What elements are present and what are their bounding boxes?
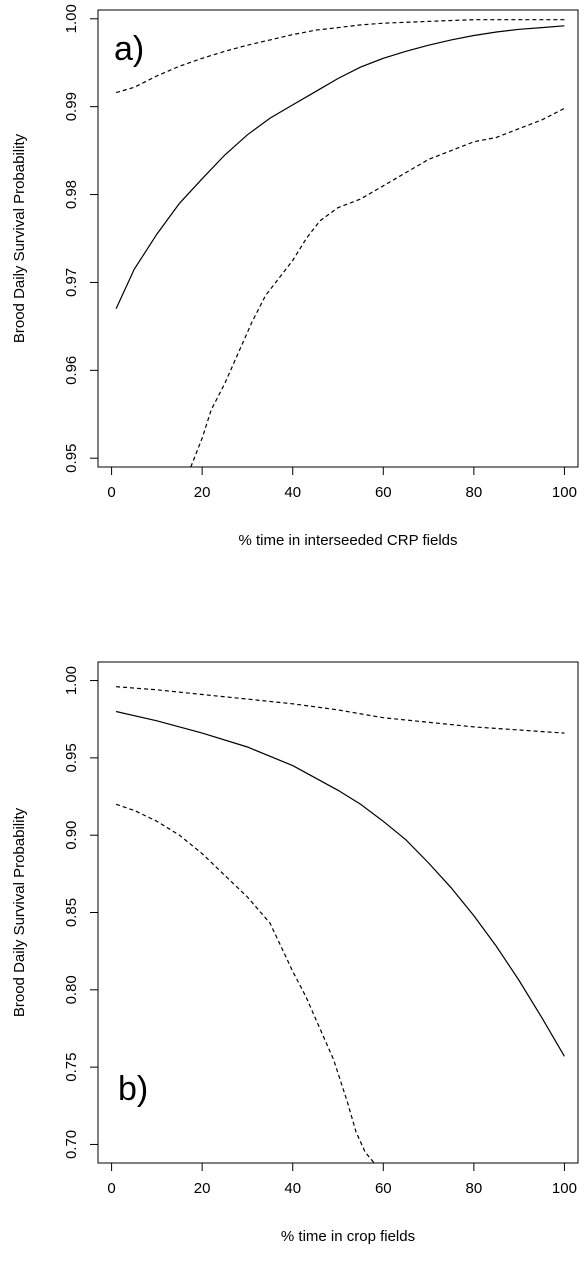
lower-confidence-line <box>115 803 375 1163</box>
panel-label: b) <box>118 1070 148 1108</box>
upper-confidence-line <box>115 19 565 94</box>
chart-panel-2: 0 20 40 60 80 100 0.70 0.75 0.80 0.85 0.90 0.95 1.00… <box>11 661 579 1245</box>
y-tick-label: 0.95 <box>63 444 80 473</box>
y-tick-label: 1.00 <box>63 4 80 33</box>
x-tick-label: 80 <box>466 484 483 501</box>
x-tick-label: 40 <box>284 484 301 501</box>
x-tick-label: 0 <box>107 1180 115 1197</box>
x-tick-label: 60 <box>375 484 392 501</box>
y-tick-label: 0.85 <box>63 898 80 927</box>
x-axis-title: % time in crop fields <box>281 1228 415 1245</box>
y-axis-title: Brood Daily Survival Probability <box>11 807 28 1017</box>
x-tick-label: 60 <box>375 1180 392 1197</box>
y-tick-label: 0.95 <box>63 743 80 772</box>
estimate-line <box>115 25 565 310</box>
y-tick-label: 0.99 <box>63 92 80 121</box>
y-tick-label: 0.98 <box>63 180 80 209</box>
y-tick-label: 0.97 <box>63 268 80 297</box>
x-tick-label: 20 <box>194 1180 211 1197</box>
upper-confidence-line <box>116 686 565 734</box>
y-axis-title: Brood Daily Survival Probability <box>11 133 28 343</box>
y-tick-label: 0.70 <box>63 1130 80 1159</box>
plot-frame <box>97 661 579 1164</box>
lower-confidence-line <box>190 107 565 467</box>
x-tick-label: 100 <box>552 1180 577 1197</box>
x-tick-label: 100 <box>552 484 577 501</box>
estimate-line <box>115 710 565 1057</box>
x-tick-label: 20 <box>194 484 211 501</box>
y-tick-label: 0.90 <box>63 821 80 850</box>
chart-panel-1: 0 20 40 60 80 100 0.95 0.96 0.97 0.98 0.99 1.00 % ti… <box>11 4 579 549</box>
y-tick-label: 0.96 <box>63 356 80 385</box>
x-axis-title: % time in interseeded CRP fields <box>239 532 458 549</box>
y-tick-label: 0.75 <box>63 1053 80 1082</box>
y-tick-label: 1.00 <box>63 666 80 695</box>
x-tick-label: 80 <box>466 1180 483 1197</box>
x-tick-label: 40 <box>284 1180 301 1197</box>
x-tick-label: 0 <box>107 484 115 501</box>
panel-label: a) <box>114 30 144 68</box>
y-tick-label: 0.80 <box>63 975 80 1004</box>
